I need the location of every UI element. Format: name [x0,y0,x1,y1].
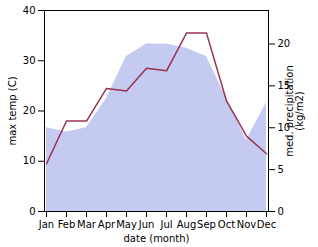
svg-text:Jan: Jan [38,219,54,230]
svg-text:Jul: Jul [159,219,172,230]
svg-text:Feb: Feb [58,219,76,230]
svg-text:0: 0 [29,206,35,217]
svg-text:max temp (C): max temp (C) [7,76,18,145]
svg-text:20: 20 [23,105,36,116]
svg-text:10: 10 [23,155,36,166]
svg-text:Sep: Sep [197,219,216,230]
svg-text:40: 40 [23,5,36,16]
svg-text:0: 0 [278,206,284,217]
svg-text:May: May [116,219,137,230]
svg-text:Apr: Apr [98,219,116,230]
svg-text:Mar: Mar [77,219,97,230]
svg-text:Oct: Oct [218,219,235,230]
svg-text:Jun: Jun [138,219,155,230]
svg-text:30: 30 [23,55,36,66]
svg-text:med. precipitation(kg/m2): med. precipitation(kg/m2) [284,65,305,157]
svg-text:Dec: Dec [257,219,276,230]
svg-text:Aug: Aug [177,219,197,230]
svg-text:5: 5 [278,164,284,175]
svg-text:date (month): date (month) [124,233,190,244]
svg-text:20: 20 [278,38,291,49]
svg-text:Nov: Nov [237,219,257,230]
